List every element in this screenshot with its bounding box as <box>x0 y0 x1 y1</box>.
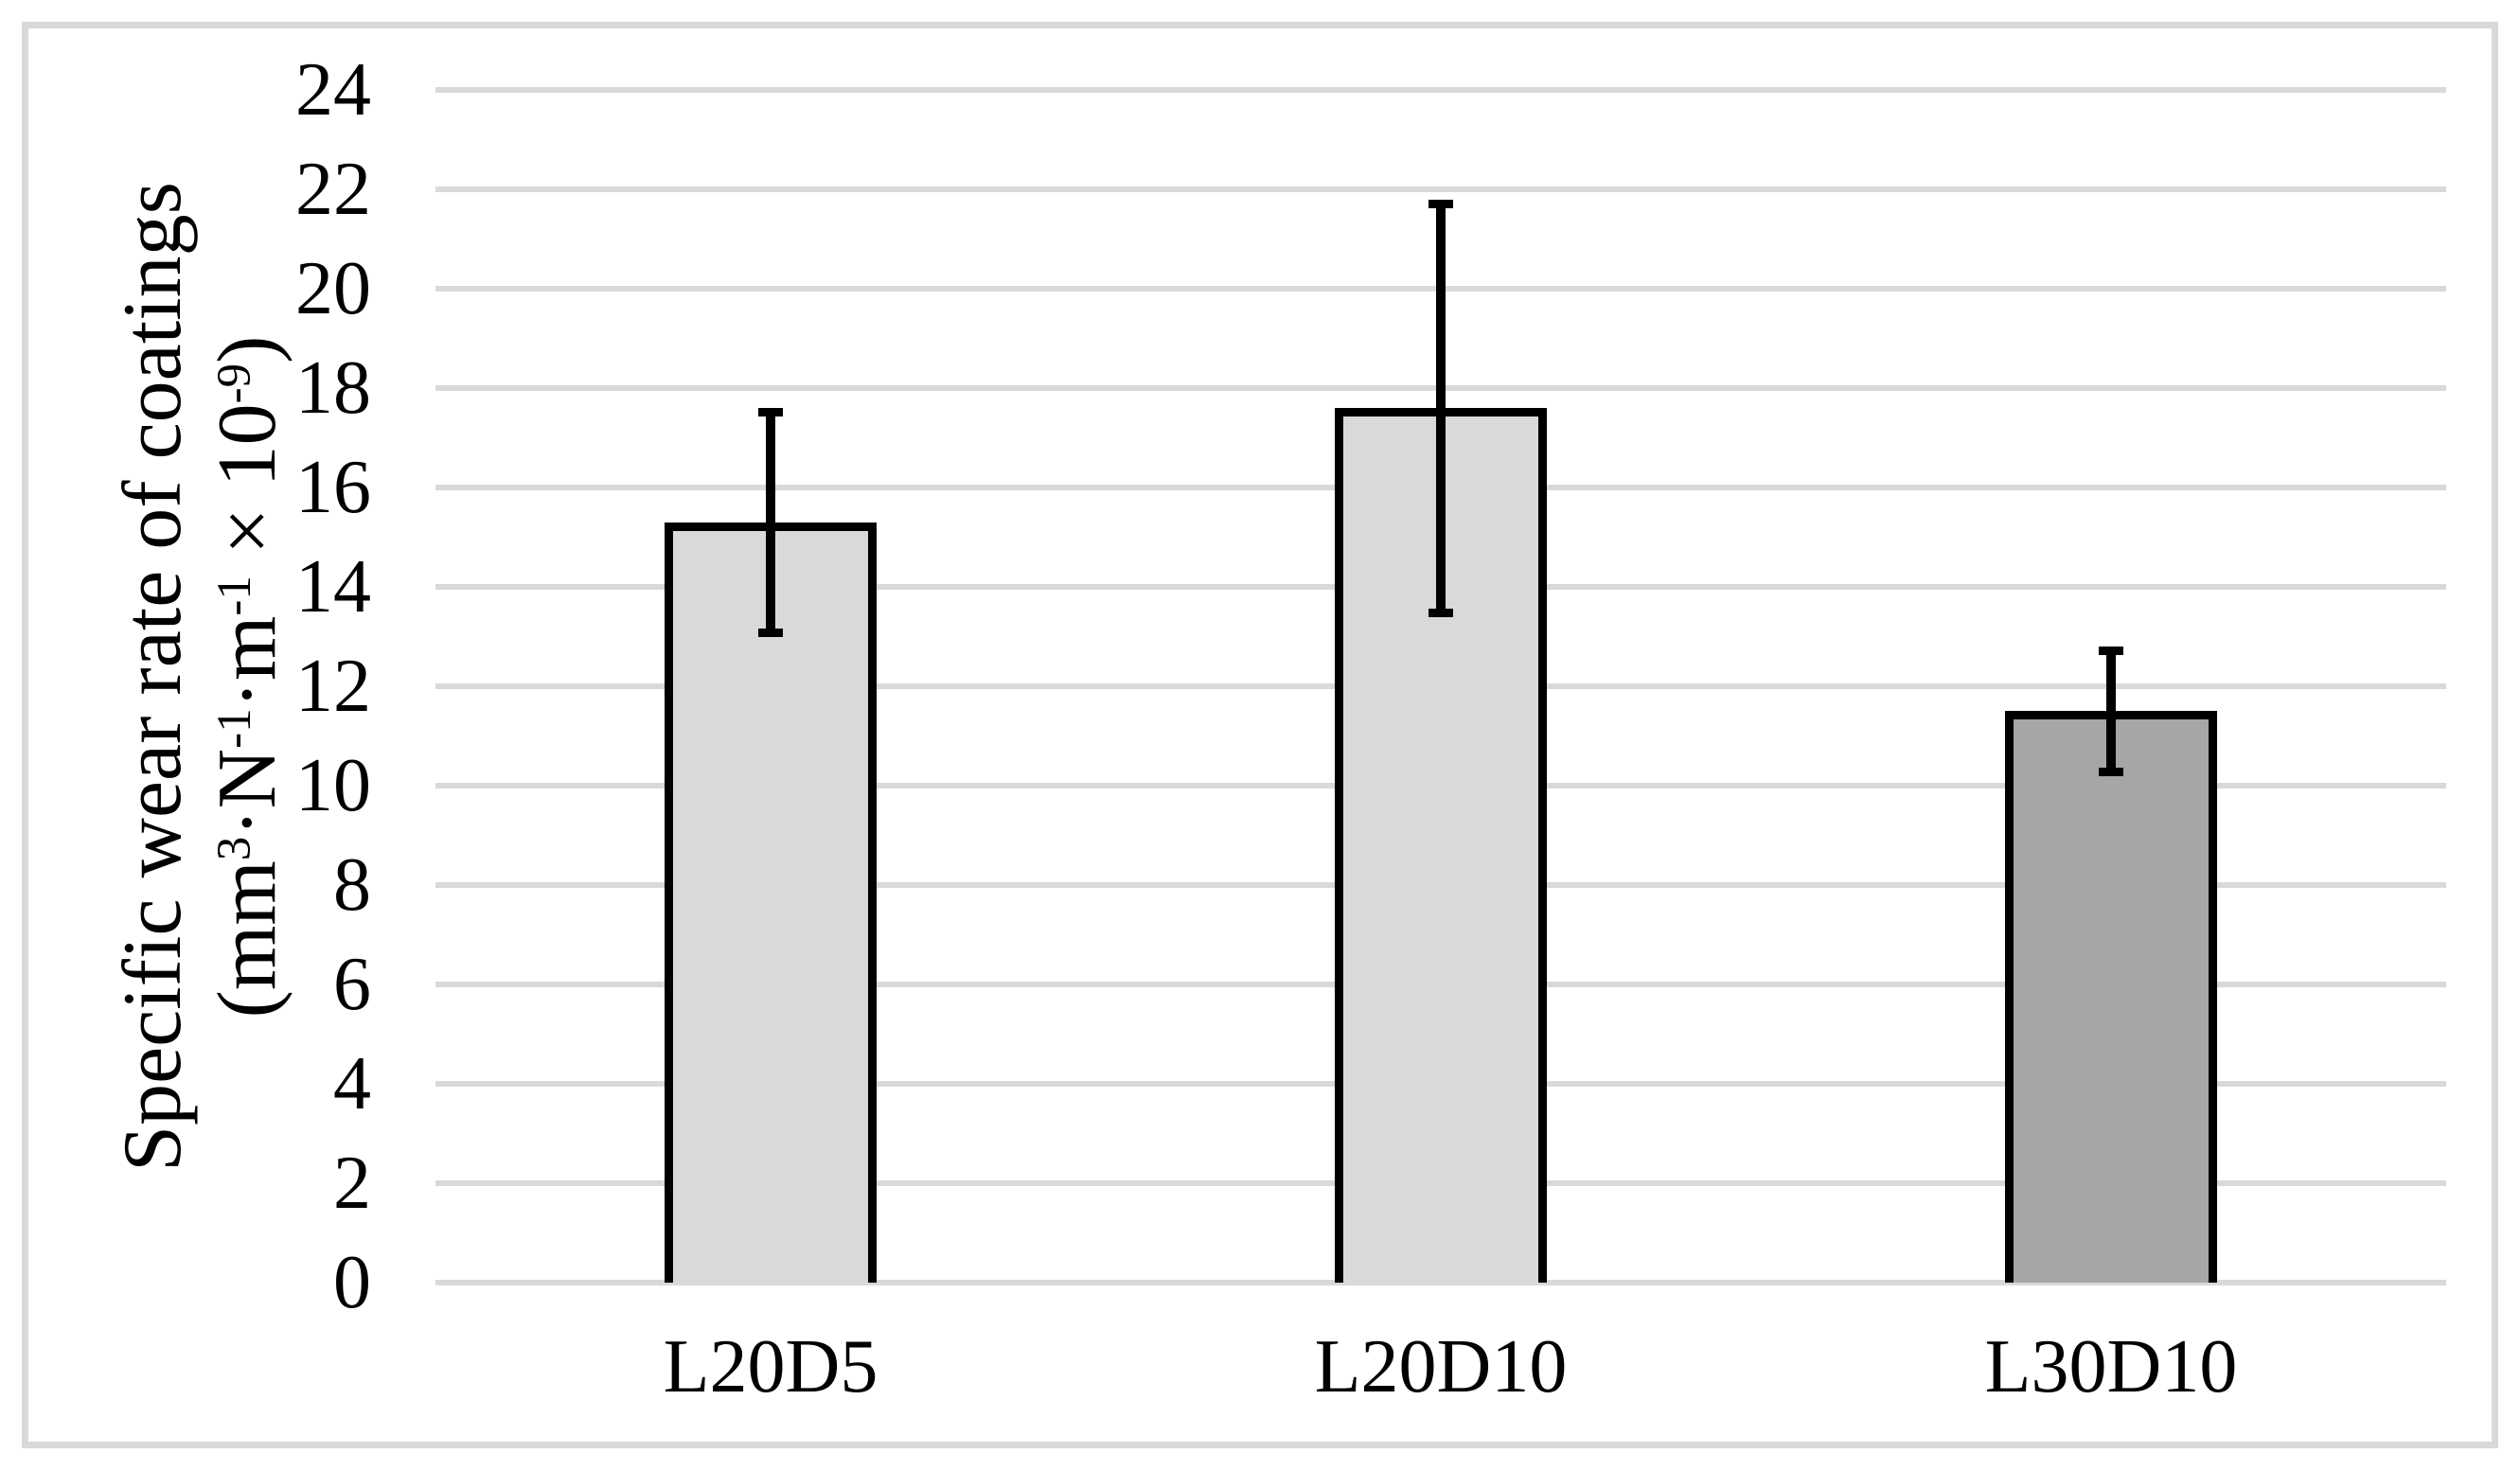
x-category-label-L20D10: L20D10 <box>1314 1325 1568 1409</box>
y-tick-label-2: 2 <box>333 1142 371 1225</box>
gridline-y-22 <box>435 186 2446 192</box>
gridline-y-24 <box>435 87 2446 93</box>
y-tick-label-16: 16 <box>295 446 371 529</box>
error-cap-top-L30D10 <box>2099 647 2123 655</box>
error-cap-bottom-L20D10 <box>1429 608 1453 617</box>
y-tick-label-20: 20 <box>295 247 371 330</box>
y-tick-label-4: 4 <box>333 1042 371 1125</box>
error-cap-top-L20D10 <box>1429 199 1453 208</box>
chart-border <box>22 22 2498 1448</box>
x-category-label-L20D5: L20D5 <box>663 1325 878 1409</box>
y-tick-label-8: 8 <box>333 843 371 927</box>
y-tick-label-18: 18 <box>295 346 371 430</box>
error-cap-top-L20D5 <box>758 408 783 416</box>
error-bar-L20D10 <box>1436 199 1446 617</box>
y-tick-label-0: 0 <box>333 1241 371 1324</box>
y-tick-label-10: 10 <box>295 744 371 827</box>
y-tick-label-22: 22 <box>295 148 371 231</box>
error-bar-L30D10 <box>2106 647 2116 776</box>
y-tick-label-24: 24 <box>295 48 371 132</box>
y-tick-label-12: 12 <box>295 645 371 728</box>
x-category-label-L30D10: L30D10 <box>1984 1325 2238 1409</box>
gridline-y-0 <box>435 1280 2446 1285</box>
bar-L30D10 <box>2005 711 2217 1283</box>
y-tick-label-6: 6 <box>333 943 371 1026</box>
bar-L20D5 <box>665 522 877 1283</box>
error-cap-bottom-L20D5 <box>758 628 783 637</box>
error-bar-L20D5 <box>766 408 775 637</box>
y-tick-label-14: 14 <box>295 545 371 629</box>
error-cap-bottom-L30D10 <box>2099 767 2123 776</box>
